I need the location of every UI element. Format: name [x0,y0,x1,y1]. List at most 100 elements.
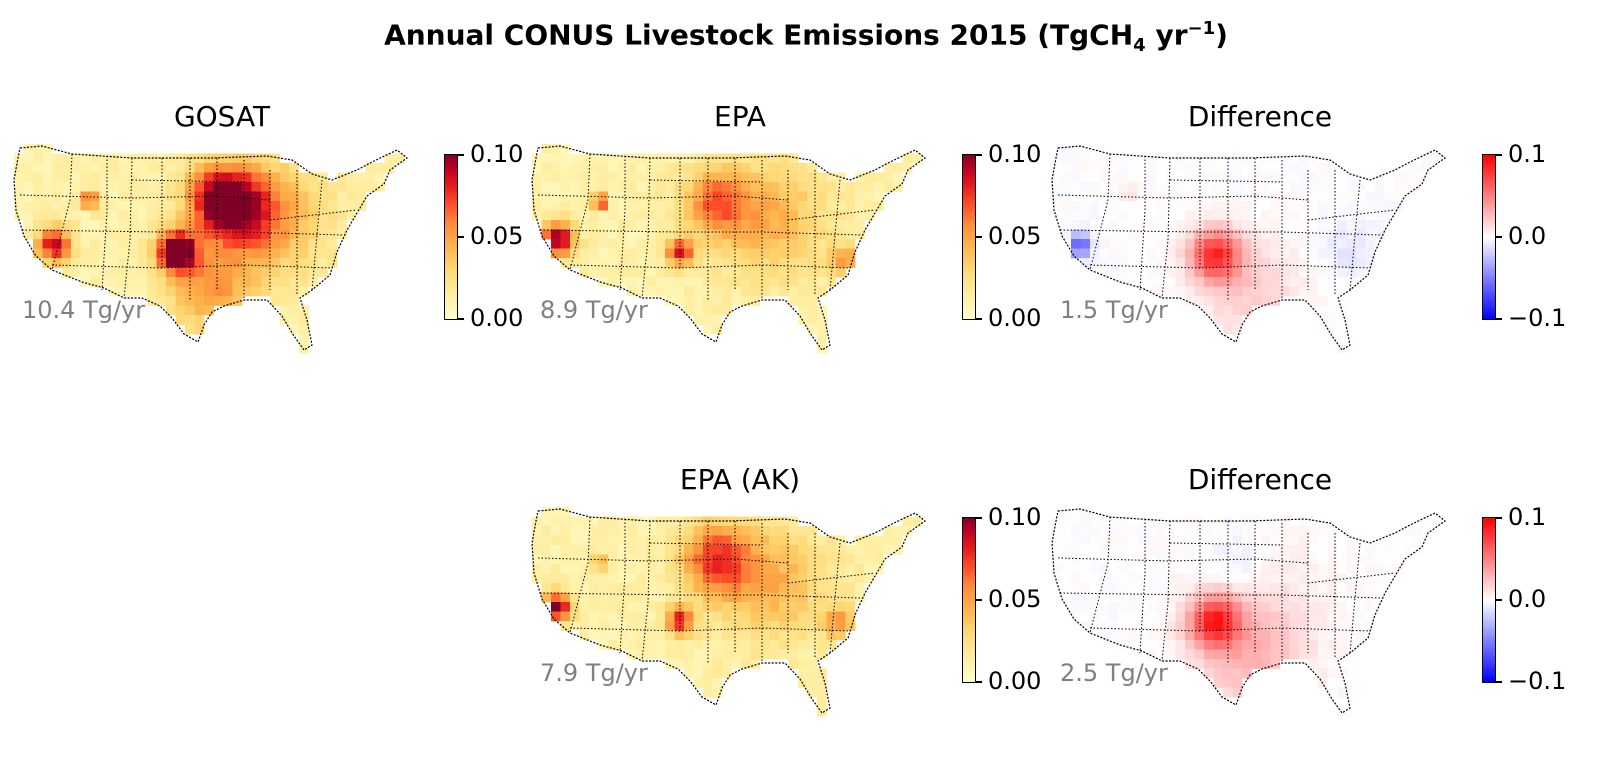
grid-cell [1232,220,1243,230]
grid-cell [589,239,599,249]
grid-cell [33,153,43,164]
grid-cell [665,564,675,574]
grid-cell [289,286,300,297]
grid-cell [1204,172,1214,183]
state-border [829,542,841,654]
grid-cell [779,191,789,202]
grid-cell [788,564,799,574]
grid-cell [213,163,224,173]
grid-cell [712,248,723,259]
grid-cell [1090,172,1100,183]
state-border [1089,153,1111,271]
grid-cell [1099,611,1110,622]
grid-cell [836,554,846,565]
grid-cell [1251,220,1262,230]
grid-cell [156,229,167,240]
grid-cell [636,526,647,536]
grid-cell [232,258,243,268]
grid-cell [1156,535,1167,546]
grid-cell [883,535,894,546]
grid-cell [1061,153,1072,164]
grid-cell [1308,229,1319,240]
grid-cell [712,545,723,555]
grid-cell [1223,172,1233,183]
grid-cell [893,163,903,173]
grid-cell [617,258,628,268]
grid-cell [213,191,224,202]
grid-cell [731,526,742,536]
grid-cell [223,153,233,164]
grid-cell [798,535,808,546]
grid-cell [769,526,780,536]
grid-cell [1061,191,1072,202]
grid-cell [1109,248,1119,259]
grid-cell [1280,210,1290,221]
panel-difference-gosat-epa-ak: Difference 2.5 Tg/yr 0.1 0.0 −0.1 [1050,463,1566,717]
grid-cell [779,573,789,584]
grid-cell [893,535,903,546]
grid-cell [166,210,176,221]
grid-cell [1128,554,1138,565]
grid-cell [741,286,751,297]
grid-cell [1232,573,1243,584]
grid-cell [232,286,243,297]
grid-cell [1280,630,1290,641]
grid-cell [741,191,751,202]
grid-cell [684,163,694,173]
grid-cell [289,239,300,249]
grid-cell [617,630,628,641]
grid-cell [99,201,110,211]
grid-cell [693,248,704,259]
grid-cell [798,630,808,641]
grid-cell [1090,153,1100,164]
grid-cell [128,210,138,221]
grid-cell [1175,239,1186,249]
grid-cell [1109,545,1119,555]
grid-cell [166,201,176,211]
grid-cell [1289,545,1300,555]
grid-cell [855,554,865,565]
grid-cell [1128,248,1138,259]
grid-cell [1270,583,1281,593]
grid-cell [788,172,799,183]
grid-cell [589,554,599,565]
grid-cell [693,296,704,306]
grid-cell [289,315,300,325]
grid-cell [1185,258,1195,268]
grid-cell [1375,554,1385,565]
grid-cell [232,229,243,240]
grid-cell [185,315,195,325]
grid-cell [1137,630,1148,641]
grid-cell [636,229,647,240]
grid-cell [750,229,761,240]
state-border [269,209,358,221]
grid-cell [137,191,148,202]
grid-cell [731,191,742,202]
grid-cell [1232,611,1243,622]
grid-cell [1337,649,1347,660]
grid-cell [99,267,110,278]
grid-cell [80,163,91,173]
grid-cell [251,153,262,164]
grid-cell [589,602,599,612]
state-border [1169,542,1283,546]
grid-cell [90,182,100,192]
grid-cell [1128,267,1138,278]
grid-cell [1261,592,1271,603]
grid-cell [817,706,827,717]
grid-cell [1289,573,1300,584]
grid-cell [608,191,618,202]
grid-cell [1175,564,1186,574]
grid-cell [1270,649,1281,660]
grid-cell [1242,602,1252,612]
grid-cell [327,220,338,230]
grid-cell [1261,535,1271,546]
grid-cell [1327,554,1338,565]
grid-cell [42,191,53,202]
grid-cell [232,191,243,202]
grid-cell [1261,526,1271,536]
grid-cell [570,153,580,164]
grid-cell [807,220,818,230]
grid-cell [646,554,656,565]
grid-cell [1071,153,1081,164]
